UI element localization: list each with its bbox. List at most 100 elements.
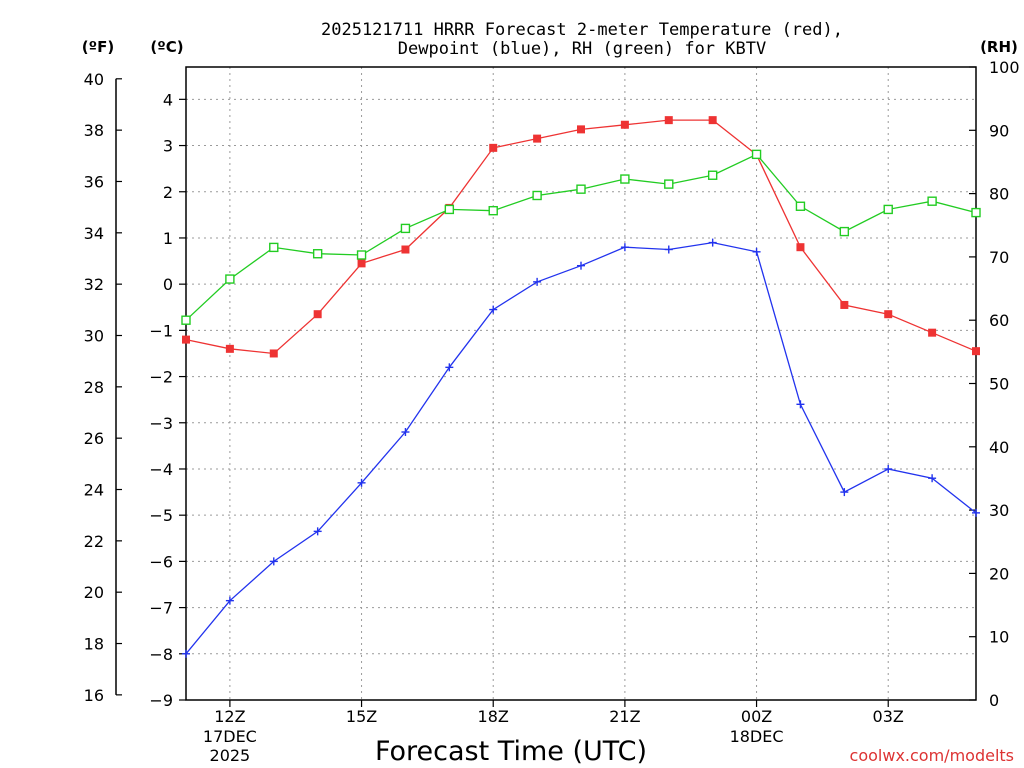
celsius-tick-label: 3 — [163, 137, 173, 156]
dewpoint-point — [752, 247, 761, 256]
temperature-point — [796, 243, 805, 252]
dewpoint-point — [269, 557, 278, 566]
celsius-tick-label: −9 — [149, 691, 173, 710]
dewpoint-point — [928, 474, 937, 483]
temperature-point — [357, 259, 366, 268]
rh-tick-label: 90 — [989, 121, 1009, 140]
celsius-tick-label: 4 — [163, 90, 173, 109]
fahrenheit-tick-label: 26 — [84, 429, 104, 448]
temperature-point — [401, 245, 410, 254]
chart-title-line2: Dewpoint (blue), RH (green) for KBTV — [398, 39, 766, 59]
fahrenheit-tick-label: 36 — [84, 172, 104, 191]
temperature-point — [884, 310, 893, 319]
celsius-tick-label: −2 — [149, 368, 173, 387]
dewpoint-point — [796, 400, 805, 409]
temperature-point — [928, 328, 937, 337]
rh-point — [620, 174, 630, 184]
rh-point — [927, 196, 937, 206]
rh-point — [312, 249, 323, 259]
rh-unit-label: (RH) — [980, 38, 1018, 56]
rh-tick-label: 100 — [989, 58, 1020, 77]
rh-point — [269, 242, 279, 253]
dewpoint-point — [445, 363, 454, 372]
fahrenheit-unit-label: (ºF) — [82, 38, 114, 56]
fahrenheit-tick-label: 34 — [84, 224, 104, 243]
celsius-tick-label: −6 — [149, 552, 173, 571]
x-tick-label: 12Z — [214, 707, 245, 726]
plot-frame — [185, 66, 977, 701]
rh-point — [356, 250, 367, 260]
rh-tick-label: 20 — [989, 564, 1009, 583]
temperature-point — [533, 134, 542, 143]
dewpoint-point — [182, 649, 190, 658]
fahrenheit-tick-label: 20 — [84, 583, 104, 602]
celsius-tick-label: −7 — [149, 599, 173, 618]
celsius-tick-label: −4 — [149, 460, 173, 479]
celsius-tick-label: −1 — [149, 321, 173, 340]
celsius-tick-label: −8 — [149, 645, 173, 664]
fahrenheit-tick-label: 22 — [84, 532, 104, 551]
rh-tick-label: 0 — [989, 691, 999, 710]
rh-point — [707, 170, 718, 180]
temperature-point — [840, 300, 849, 309]
celsius-tick-label: 0 — [163, 275, 173, 294]
date-label: 17DEC — [203, 727, 257, 746]
x-tick-label: 21Z — [609, 707, 640, 726]
fahrenheit-tick-label: 28 — [84, 378, 104, 397]
rh-point — [181, 315, 191, 325]
celsius-tick-label: 2 — [163, 183, 173, 202]
x-tick-label: 15Z — [346, 707, 377, 726]
rh-tick-label: 60 — [989, 311, 1009, 330]
fahrenheit-tick-label: 32 — [84, 275, 104, 294]
x-tick-label: 18Z — [478, 707, 509, 726]
rh-point — [839, 226, 850, 237]
temperature-point — [182, 335, 190, 344]
rh-point — [664, 179, 674, 189]
dewpoint-point — [401, 428, 410, 437]
rh-tick-label: 70 — [989, 248, 1009, 267]
dewpoint-point — [357, 478, 366, 487]
fahrenheit-tick-label: 40 — [84, 70, 104, 89]
x-tick-label: 03Z — [873, 707, 904, 726]
fahrenheit-tick-label: 30 — [84, 326, 104, 345]
rh-point — [576, 184, 586, 194]
celsius-unit-label: (ºC) — [150, 38, 183, 56]
dewpoint-point — [313, 527, 322, 536]
rh-point — [751, 149, 762, 160]
dewpoint-line — [185, 241, 977, 655]
dewpoint-point — [884, 464, 893, 473]
rh-point — [488, 205, 498, 216]
fahrenheit-tick-label: 38 — [84, 121, 104, 140]
rh-tick-label: 10 — [989, 628, 1009, 647]
rh-point — [795, 201, 806, 211]
temperature-line — [185, 119, 977, 355]
rh-tick-label: 80 — [989, 185, 1009, 204]
rh-point — [444, 204, 455, 215]
temperature-point — [577, 125, 585, 134]
temperature-point — [225, 344, 234, 353]
dewpoint-point — [708, 238, 717, 247]
rh-point — [225, 274, 235, 284]
temperature-point — [269, 349, 278, 358]
dewpoint-point — [664, 245, 673, 254]
fahrenheit-tick-label: 16 — [84, 686, 104, 705]
dewpoint-point — [620, 243, 629, 252]
celsius-tick-label: −3 — [149, 414, 173, 433]
temperature-point — [313, 310, 322, 319]
credit-label: coolwx.com/modelts — [850, 746, 1014, 765]
rh-point — [883, 204, 893, 215]
rh-point — [971, 207, 981, 218]
temperature-point — [972, 347, 980, 356]
temperature-point — [708, 116, 717, 125]
dewpoint-point — [225, 596, 234, 605]
rh-tick-label: 30 — [989, 501, 1009, 520]
celsius-tick-label: −5 — [149, 506, 173, 525]
temperature-point — [620, 120, 629, 129]
rh-point — [532, 190, 542, 201]
rh-tick-label: 40 — [989, 438, 1009, 457]
rh-line — [185, 153, 977, 321]
x-tick-label: 00Z — [741, 707, 772, 726]
fahrenheit-tick-label: 24 — [84, 481, 104, 500]
dewpoint-point — [840, 488, 849, 497]
